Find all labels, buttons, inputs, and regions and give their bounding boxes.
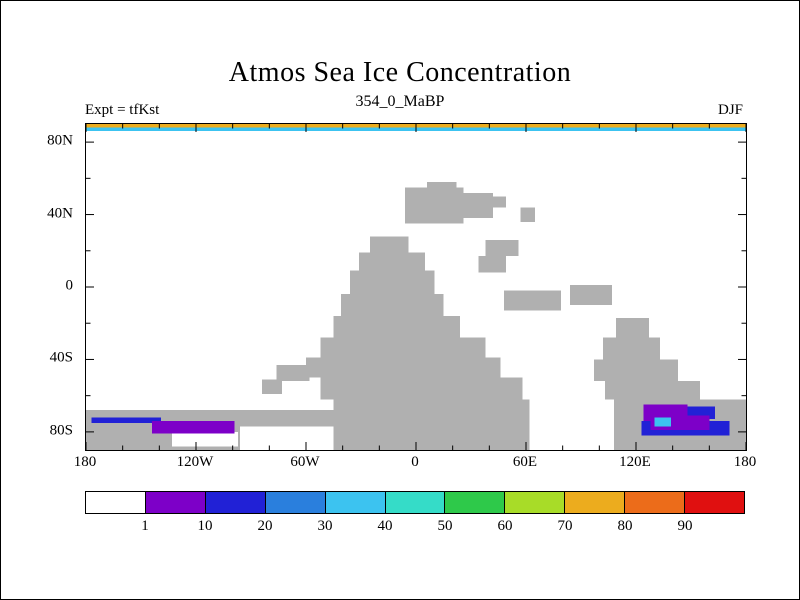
colorbar-boundary-label: 50 xyxy=(437,518,453,534)
y-tick-label: 80N xyxy=(47,132,73,149)
land-cell xyxy=(340,294,444,316)
colorbar-boundary-label: 1 xyxy=(141,518,149,534)
x-tick-label: 0 xyxy=(411,454,419,470)
colorbar-segment xyxy=(86,492,146,513)
x-axis: 180 120W 60W 0 60E 120E 180 xyxy=(74,454,757,476)
x-tick-label: 60E xyxy=(512,454,538,470)
colorbar-segment xyxy=(205,492,266,513)
sea-ice-cell xyxy=(152,421,235,434)
land-cell xyxy=(370,236,409,253)
colorbar-segment xyxy=(445,492,506,513)
colorbar-labels: 1 10 20 30 40 50 60 70 80 90 xyxy=(85,518,745,538)
land-cell xyxy=(359,252,426,271)
land-cell xyxy=(615,317,649,338)
sea-ice-cell xyxy=(172,431,239,447)
land-cell xyxy=(405,187,464,224)
map-plot xyxy=(85,123,747,451)
colorbar-segment xyxy=(625,492,686,513)
figure-title: Atmos Sea Ice Concentration xyxy=(228,57,572,88)
colorbar-boundary-label: 80 xyxy=(617,518,633,534)
land-cell xyxy=(570,285,613,306)
colorbar-segment xyxy=(685,492,744,513)
land-cell xyxy=(485,239,519,257)
land-cell xyxy=(427,181,457,188)
colorbar-segment xyxy=(145,492,206,513)
land-cell xyxy=(463,192,493,219)
y-tick-label: 0 xyxy=(65,277,74,294)
x-tick-label: 180 xyxy=(733,454,757,470)
x-tick-label: 120E xyxy=(619,454,651,470)
colorbar-boundary-label: 60 xyxy=(497,518,513,534)
season-label: DJF xyxy=(717,102,743,118)
figure-subtitle: 354_0_MaBP xyxy=(355,93,445,110)
sea-ice-cell xyxy=(654,417,671,427)
sea-ice-cell xyxy=(91,417,162,423)
land-cell xyxy=(333,399,530,450)
land-cell xyxy=(478,256,506,273)
colorbar-segment xyxy=(505,492,566,513)
colorbar-segment xyxy=(265,492,326,513)
land-cell xyxy=(603,337,660,360)
land-cell xyxy=(333,315,460,338)
x-tick-label: 60W xyxy=(290,454,320,470)
land-cell xyxy=(504,290,561,311)
land-cell xyxy=(320,377,523,400)
y-tick-label: 80S xyxy=(49,422,73,439)
colorbar-segment xyxy=(325,492,386,513)
land-cell xyxy=(346,306,363,322)
x-tick-label: 180 xyxy=(73,454,97,470)
map-svg xyxy=(86,124,746,450)
colorbar-boundary-label: 70 xyxy=(557,518,573,534)
land-cell xyxy=(604,381,701,400)
land-cell xyxy=(306,357,501,378)
land-cell xyxy=(320,337,486,358)
land-cell xyxy=(262,379,283,394)
colorbar-boundary-label: 10 xyxy=(197,518,213,534)
colorbar-boundary-label: 40 xyxy=(377,518,393,534)
experiment-label: Expt = tfKst xyxy=(85,102,160,118)
colorbar-boundary-label: 20 xyxy=(257,518,273,534)
land-cell xyxy=(520,207,536,222)
colorbar-segment xyxy=(565,492,626,513)
land-cell xyxy=(489,196,506,208)
y-tick-label: 40S xyxy=(49,349,73,366)
land-cell xyxy=(276,364,310,382)
land-cell xyxy=(593,359,679,382)
colorbar-boundary-label: 30 xyxy=(317,518,333,534)
colorbar-segment xyxy=(385,492,446,513)
y-axis: 80N 40N 0 40S 80S xyxy=(1,123,85,449)
land-cell xyxy=(350,270,435,295)
x-tick-label: 120W xyxy=(176,454,214,470)
y-tick-label: 40N xyxy=(47,205,73,222)
colorbar-boundary-label: 90 xyxy=(677,518,693,534)
colorbar xyxy=(85,491,745,514)
